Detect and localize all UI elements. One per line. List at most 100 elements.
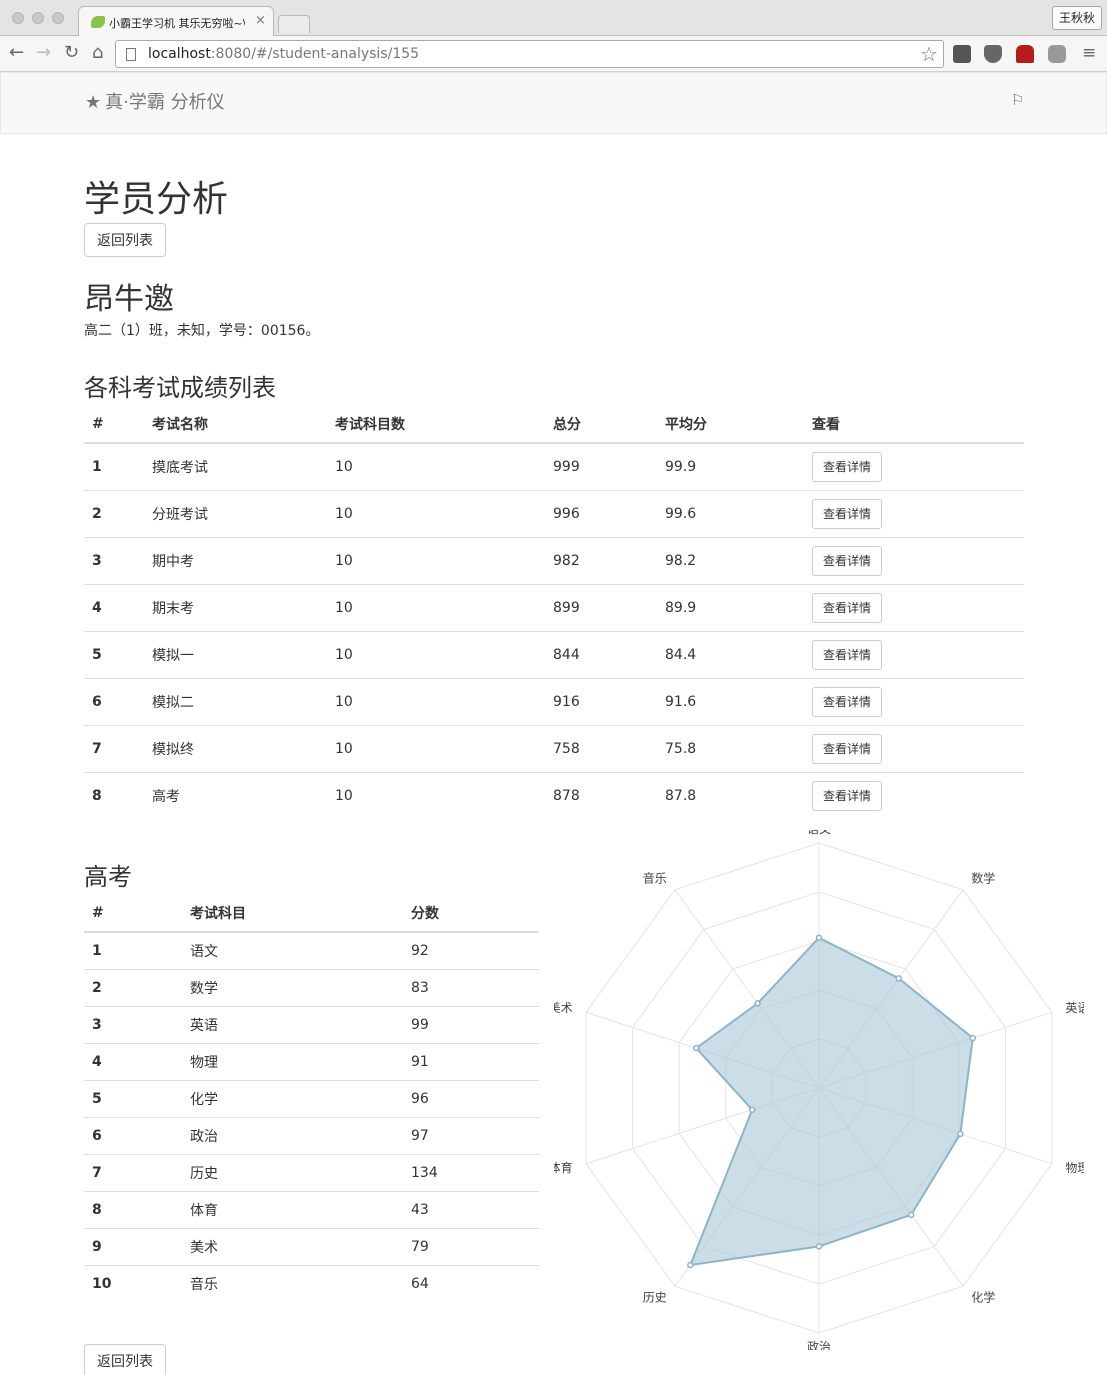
student-info: 高二（1）班，未知，学号：00156。 [84, 323, 320, 339]
exam-table-row: 3 期中考 10 982 98.2 查看详情 [84, 536, 1024, 584]
col-header: 总分 [545, 405, 657, 444]
window-minimize-dot[interactable] [32, 12, 44, 24]
back-to-list-button-bottom[interactable]: 返回列表 [84, 1344, 166, 1375]
view-details-button[interactable]: 查看详情 [812, 498, 882, 529]
reload-icon[interactable]: ↻ [64, 42, 80, 63]
sofa-extension-icon[interactable] [1016, 45, 1034, 63]
exam-table-header: # 考试名称 考试科目数 总分 平均分 查看 [84, 405, 1024, 444]
exam-total: 899 [545, 583, 657, 631]
exam-table-row: 2 分班考试 10 996 99.6 查看详情 [84, 489, 1024, 537]
exam-subject-count: 10 [327, 677, 545, 725]
subject-index: 7 [84, 1153, 182, 1191]
subject-index: 8 [84, 1190, 182, 1228]
exam-average: 87.8 [657, 771, 804, 819]
view-details-button[interactable]: 查看详情 [812, 451, 882, 482]
view-details-button[interactable]: 查看详情 [812, 780, 882, 811]
forward-arrow-icon[interactable]: → [36, 42, 52, 63]
exam-subject-count: 10 [327, 771, 545, 819]
exam-table-row: 4 期末考 10 899 89.9 查看详情 [84, 583, 1024, 631]
subject-score: 79 [403, 1227, 539, 1265]
exam-index: 2 [84, 489, 144, 537]
bookmark-star-icon[interactable]: ☆ [920, 42, 938, 66]
subject-index: 6 [84, 1116, 182, 1154]
col-header: 查看 [804, 405, 1024, 444]
exam-total: 982 [545, 536, 657, 584]
view-details-button[interactable]: 查看详情 [812, 733, 882, 764]
radar-axis-label: 体育 [554, 1160, 573, 1175]
radar-data-point [687, 1261, 694, 1269]
subject-index: 10 [84, 1264, 182, 1302]
window-close-dot[interactable] [12, 12, 24, 24]
exam-subject-count: 10 [327, 442, 545, 490]
radar-data-point [895, 975, 902, 982]
exam-action-cell: 查看详情 [804, 536, 1024, 584]
exam-table-row: 8 高考 10 878 87.8 查看详情 [84, 771, 1024, 819]
exam-subject-count: 10 [327, 536, 545, 584]
browser-tab[interactable]: 小霸王学习机 其乐无穷啦~\(≧▽≦)/~ × [78, 6, 274, 36]
subject-name: 物理 [182, 1042, 403, 1080]
new-tab-button[interactable] [278, 15, 310, 33]
brand-link[interactable]: ★ 真·学霸 分析仪 [85, 92, 225, 113]
score-radar-chart: 语文数学英语物理化学政治 历史 体育 美术 音乐 [554, 830, 1084, 1350]
flag-icon[interactable]: ⚐ [1011, 91, 1025, 109]
subject-name: 语文 [182, 931, 403, 969]
home-icon[interactable]: ⌂ [92, 42, 104, 63]
exam-average: 91.6 [657, 677, 804, 725]
exam-table-row: 5 模拟一 10 844 84.4 查看详情 [84, 630, 1024, 678]
exam-table: # 考试名称 考试科目数 总分 平均分 查看 1 摸底考试 10 999 99.9 查看详… [84, 405, 1024, 819]
exam-action-cell: 查看详情 [804, 677, 1024, 725]
subject-index: 5 [84, 1079, 182, 1117]
exam-total: 996 [545, 489, 657, 537]
score-table-header: # 考试科目 分数 [84, 894, 539, 933]
subject-index: 4 [84, 1042, 182, 1080]
radar-series-area [688, 936, 974, 1267]
menu-icon[interactable]: ≡ [1082, 43, 1097, 63]
radar-axis-label: 语文 [807, 830, 831, 836]
radar-axis-label: 政治 [807, 1340, 831, 1350]
radar-data-point [754, 1000, 761, 1007]
exam-subject-count: 10 [327, 724, 545, 772]
view-details-button[interactable]: 查看详情 [812, 639, 882, 670]
view-details-button[interactable]: 查看详情 [812, 592, 882, 623]
exam-average: 98.2 [657, 536, 804, 584]
pocket-extension-icon[interactable] [984, 45, 1002, 63]
exam-name: 摸底考试 [144, 442, 327, 490]
subject-score: 64 [403, 1264, 539, 1302]
exam-action-cell: 查看详情 [804, 583, 1024, 631]
leaf-favicon-icon [91, 16, 105, 28]
subject-name: 化学 [182, 1079, 403, 1117]
exam-action-cell: 查看详情 [804, 489, 1024, 537]
score-table-row: 2 数学 83 [84, 968, 539, 1006]
tab-close-icon[interactable]: × [255, 13, 266, 28]
radar-axis-label: 英语 [1065, 1001, 1084, 1015]
col-header: 分数 [403, 894, 539, 933]
col-header: 考试名称 [144, 405, 327, 444]
exam-name: 模拟二 [144, 677, 327, 725]
radar-axis-label: 化学 [971, 1290, 995, 1305]
exam-name: 模拟一 [144, 630, 327, 678]
window-maximize-dot[interactable] [52, 12, 64, 24]
score-table-row: 8 体育 43 [84, 1190, 539, 1228]
score-table-row: 10 音乐 64 [84, 1264, 539, 1302]
exam-index: 8 [84, 771, 144, 819]
camera-extension-icon[interactable] [1048, 45, 1066, 63]
exam-action-cell: 查看详情 [804, 724, 1024, 772]
view-details-button[interactable]: 查看详情 [812, 545, 882, 576]
subject-score: 92 [403, 931, 539, 969]
exam-name: 高考 [144, 771, 327, 819]
subject-score: 97 [403, 1116, 539, 1154]
back-arrow-icon[interactable]: ← [9, 42, 25, 63]
score-table-row: 1 语文 92 [84, 931, 539, 969]
radar-data-point [957, 1130, 964, 1138]
profile-button[interactable]: 王秋秋 [1052, 6, 1102, 30]
exam-action-cell: 查看详情 [804, 630, 1024, 678]
evernote-extension-icon[interactable] [953, 45, 971, 63]
radar-data-point [748, 1106, 756, 1113]
score-table-row: 7 历史 134 [84, 1153, 539, 1191]
radar-data-point [907, 1211, 915, 1219]
exam-name: 期中考 [144, 536, 327, 584]
back-to-list-button[interactable]: 返回列表 [84, 223, 166, 257]
address-bar[interactable]: localhost:8080/#/student-analysis/155 ☆ [115, 40, 944, 68]
exam-table-row: 1 摸底考试 10 999 99.9 查看详情 [84, 442, 1024, 490]
view-details-button[interactable]: 查看详情 [812, 686, 882, 717]
